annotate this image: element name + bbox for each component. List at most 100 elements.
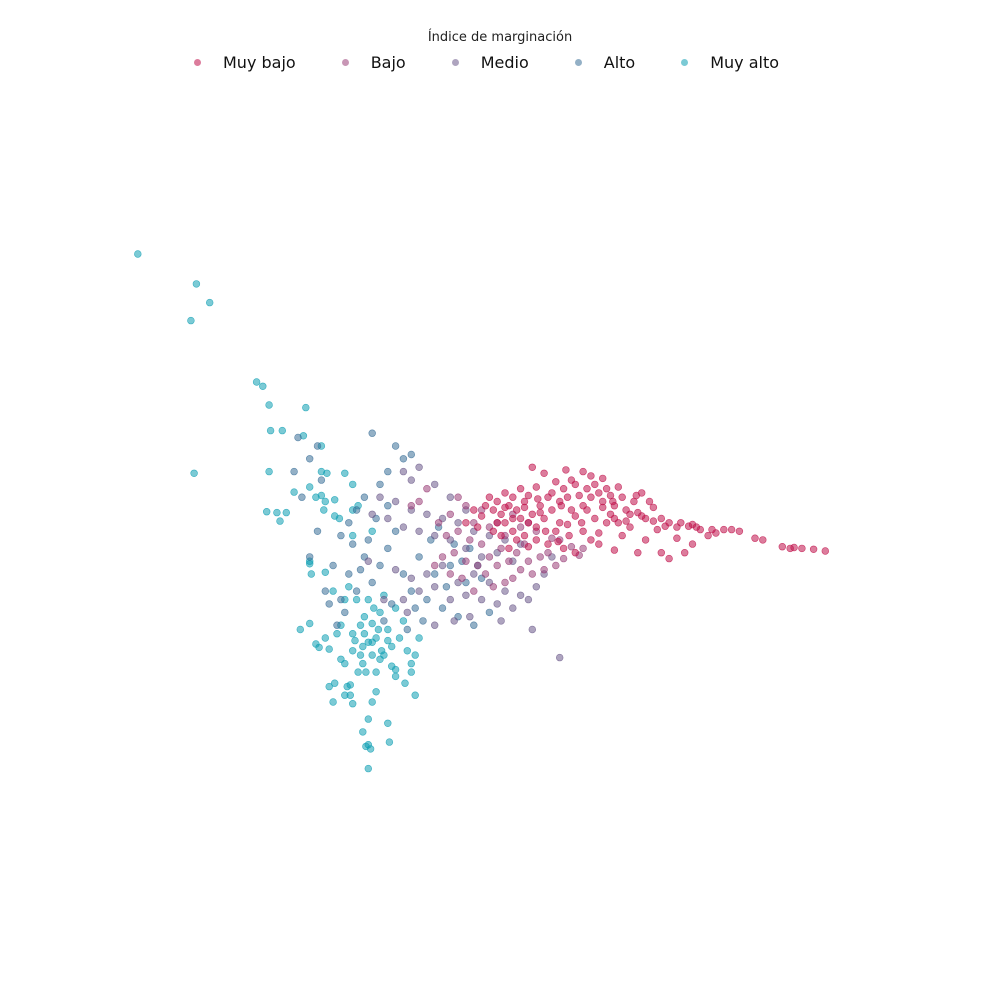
data-point — [509, 493, 517, 501]
data-point — [645, 497, 654, 506]
data-point — [399, 617, 408, 625]
data-point — [407, 659, 415, 668]
legend-item: Muy bajo — [186, 53, 296, 72]
points-layer — [134, 250, 829, 773]
data-point — [609, 497, 617, 506]
data-point — [333, 621, 341, 629]
data-point — [524, 491, 533, 500]
data-point — [565, 531, 573, 540]
data-point — [544, 540, 552, 548]
data-point — [567, 506, 576, 514]
data-point — [606, 510, 615, 518]
data-point — [415, 527, 423, 535]
legend-label: Muy alto — [710, 52, 780, 72]
data-point — [391, 442, 400, 450]
data-point — [331, 496, 339, 504]
data-point — [516, 565, 525, 574]
data-point — [321, 497, 329, 506]
data-point — [431, 561, 439, 570]
data-point — [329, 698, 337, 706]
data-point — [438, 553, 447, 561]
legend-marker — [341, 58, 349, 66]
data-point — [399, 570, 408, 578]
data-point — [446, 595, 454, 604]
data-point — [345, 519, 353, 527]
data-point — [337, 595, 345, 604]
data-point — [415, 587, 423, 595]
data-point — [552, 561, 560, 570]
data-point — [187, 316, 195, 325]
data-point — [649, 517, 658, 525]
data-point — [190, 469, 198, 477]
data-point — [567, 476, 576, 484]
data-point — [579, 527, 587, 535]
data-point — [512, 536, 521, 544]
data-point — [407, 587, 415, 595]
data-point — [474, 523, 482, 531]
data-point — [614, 519, 622, 527]
data-point — [307, 570, 315, 578]
data-point — [376, 561, 384, 570]
data-point — [470, 587, 478, 595]
data-point — [458, 574, 466, 582]
legend-label: Alto — [603, 52, 636, 72]
data-point — [548, 506, 556, 514]
data-point — [493, 561, 501, 570]
data-point — [411, 604, 419, 612]
data-point — [368, 429, 376, 437]
data-point — [360, 612, 369, 621]
data-point — [626, 523, 634, 531]
data-point — [372, 634, 380, 642]
data-point — [524, 557, 533, 565]
data-point — [661, 522, 669, 530]
data-point — [415, 463, 423, 471]
data-point — [446, 510, 454, 518]
data-point — [516, 523, 525, 531]
data-point — [536, 502, 544, 510]
data-point — [368, 527, 376, 535]
data-point — [454, 527, 462, 535]
data-point — [559, 544, 568, 553]
data-point — [391, 527, 400, 535]
data-point — [577, 519, 586, 527]
data-point — [306, 455, 314, 463]
data-point — [423, 485, 431, 493]
data-point — [372, 668, 380, 676]
data-point — [349, 531, 357, 540]
data-point — [360, 493, 369, 501]
legend-item: Muy alto — [673, 53, 779, 72]
data-point — [602, 485, 611, 493]
data-point — [399, 595, 408, 604]
data-point — [501, 489, 509, 497]
data-point — [528, 625, 536, 634]
data-point — [497, 617, 505, 625]
data-point — [368, 578, 376, 587]
data-point — [376, 608, 384, 617]
data-point — [415, 634, 423, 642]
data-point — [591, 480, 599, 489]
data-point — [351, 636, 359, 645]
data-point — [727, 525, 736, 534]
series-group — [290, 429, 494, 634]
data-point — [341, 659, 349, 668]
data-point — [411, 651, 419, 659]
data-point — [407, 502, 415, 510]
data-point — [419, 617, 427, 625]
data-point — [376, 493, 384, 501]
data-point — [368, 651, 376, 659]
data-point — [423, 595, 431, 604]
data-point — [462, 544, 470, 553]
data-point — [282, 508, 290, 517]
data-point — [501, 519, 509, 527]
data-point — [341, 608, 349, 617]
data-point — [614, 483, 622, 491]
data-point — [359, 728, 367, 736]
data-point — [349, 480, 357, 489]
data-point — [325, 645, 333, 653]
data-point — [567, 542, 576, 551]
data-point — [317, 476, 326, 484]
data-point — [313, 442, 322, 450]
data-point — [290, 488, 298, 496]
data-point — [501, 503, 509, 512]
